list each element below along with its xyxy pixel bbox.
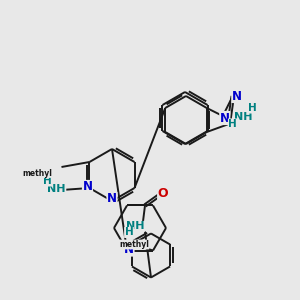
Text: H: H (124, 227, 134, 238)
Text: N: N (124, 243, 134, 256)
Text: NH: NH (126, 221, 144, 232)
Text: N: N (82, 181, 92, 194)
Text: methyl: methyl (119, 240, 149, 249)
Text: H: H (43, 176, 52, 186)
Text: N: N (232, 89, 242, 103)
Text: O: O (158, 187, 168, 200)
Text: N: N (220, 112, 230, 124)
Text: H: H (248, 103, 257, 113)
Text: methyl: methyl (22, 169, 52, 178)
Text: N: N (107, 193, 117, 206)
Text: NH: NH (233, 112, 252, 122)
Text: NH: NH (47, 184, 66, 194)
Text: H: H (228, 119, 237, 129)
